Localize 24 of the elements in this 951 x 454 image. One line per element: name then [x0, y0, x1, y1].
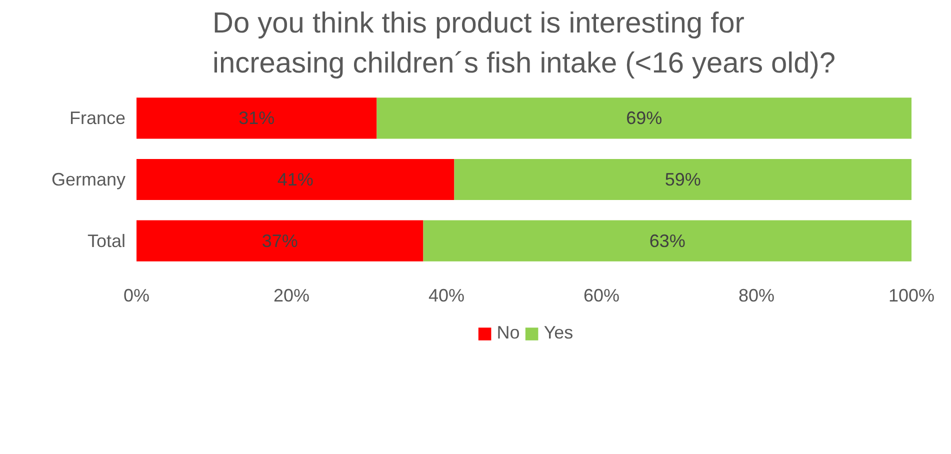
bar [136, 158, 454, 200]
bar [376, 98, 912, 139]
x-tick-label: 20% [273, 286, 310, 306]
bar [136, 98, 377, 139]
data-label: 59% [664, 170, 701, 190]
data-label: 69% [626, 108, 662, 128]
chart-title: Do you think this product is interesting for increasing children´s fish intake (<16 years old)? [212, 8, 836, 80]
y-tick-label: Germany [51, 170, 126, 190]
x-tick-label: 40% [428, 286, 465, 306]
y-tick-label: Total [87, 230, 126, 251]
data-label: 41% [277, 170, 314, 190]
x-tick-label: 60% [583, 286, 620, 306]
data-label: 37% [262, 230, 298, 251]
legend-label: Yes [544, 322, 574, 344]
bar [423, 220, 912, 262]
y-tick-label: France [69, 108, 126, 128]
x-tick-label: 80% [738, 286, 775, 306]
bar [136, 220, 424, 262]
bar [454, 158, 912, 200]
data-label: 63% [649, 230, 686, 251]
x-tick-label: 100% [888, 286, 935, 306]
legend-label: No [496, 322, 520, 344]
x-tick-label: 0% [123, 286, 150, 306]
data-label: 31% [238, 108, 275, 128]
